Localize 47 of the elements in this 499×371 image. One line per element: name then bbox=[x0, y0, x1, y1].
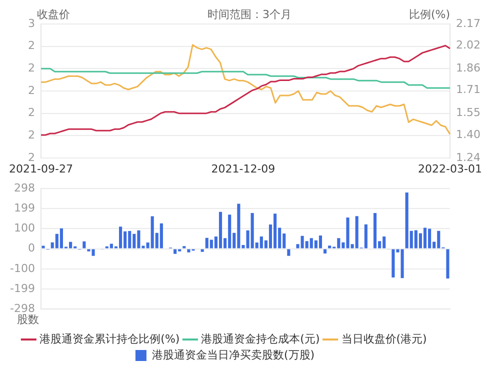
bar bbox=[118, 226, 122, 248]
y-tick-label: 0 bbox=[28, 242, 35, 255]
y-tick-label: 2 bbox=[28, 128, 35, 142]
y2-tick-label: 2.17 bbox=[456, 16, 480, 30]
y-tick-label: 2 bbox=[28, 150, 35, 164]
y-axis-title: 股数 bbox=[17, 312, 39, 326]
bar bbox=[373, 213, 377, 248]
bar bbox=[200, 249, 204, 252]
y-tick-label: -298 bbox=[10, 302, 35, 315]
y-tick-label: -100 bbox=[10, 262, 35, 275]
chart-title: 时间范围：3个月 bbox=[208, 8, 292, 21]
y-tick-label: 2 bbox=[28, 39, 35, 52]
y2-tick-label: 1.71 bbox=[456, 83, 480, 96]
bar bbox=[446, 249, 450, 278]
x-tick-label: 2022-03-01 bbox=[418, 162, 482, 176]
y-axis-title: 收盘价 bbox=[37, 8, 70, 21]
bar bbox=[328, 246, 332, 248]
legend-label: 港股通资金当日净买卖股数(万股) bbox=[152, 348, 315, 362]
text: 港股通资金持仓成本(元) bbox=[201, 332, 320, 346]
y-tick-label: 2 bbox=[28, 106, 35, 120]
y-tick-label: 100 bbox=[14, 221, 35, 234]
bar bbox=[218, 212, 222, 248]
y2-axis-title: 比例(%) bbox=[408, 8, 450, 21]
bar bbox=[423, 228, 427, 248]
y-tick-label: -199 bbox=[10, 282, 35, 295]
x-tick-label: 2021-09-27 bbox=[9, 162, 73, 176]
x-tick-label: 2021-12-09 bbox=[211, 162, 276, 176]
y-tick-label: 2 bbox=[28, 62, 35, 75]
bar bbox=[364, 224, 368, 248]
y-tick-label: 2 bbox=[28, 84, 35, 97]
bar bbox=[42, 246, 45, 248]
y2-tick-label: 1.55 bbox=[456, 106, 480, 120]
bar bbox=[160, 223, 163, 248]
bar bbox=[174, 249, 177, 254]
bar bbox=[323, 249, 327, 254]
y-tick-label: 3 bbox=[28, 16, 35, 30]
text: 当日收盘价(港元) bbox=[341, 332, 427, 346]
y2-tick-label: 1.24 bbox=[456, 150, 480, 164]
y2-tick-label: 2.02 bbox=[456, 38, 480, 52]
bar bbox=[287, 249, 290, 256]
y2-tick-label: 1.86 bbox=[456, 62, 480, 75]
text: 港股通资金累计持仓比例(%) bbox=[40, 332, 180, 346]
bar bbox=[82, 241, 86, 248]
bar bbox=[318, 235, 322, 248]
y-tick-label: 298 bbox=[14, 181, 35, 194]
y2-tick-label: 1.40 bbox=[456, 128, 480, 141]
y-tick-label: 199 bbox=[14, 201, 35, 214]
